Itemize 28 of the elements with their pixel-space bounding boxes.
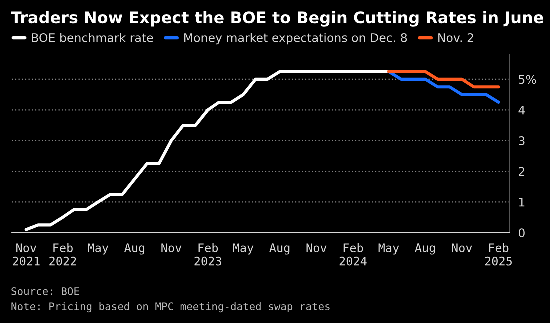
x-tick-label: Nov	[452, 244, 472, 252]
x-tick-label: Aug	[415, 244, 436, 255]
chart-title: Traders Now Expect the BOE to Begin Cutting Rates in June	[11, 11, 544, 27]
x-tick-label: May	[233, 244, 254, 255]
x-tick-label: Feb 2025	[485, 243, 512, 266]
source-note: Source: BOE	[12, 287, 80, 296]
text: Note: Pricing based on MPC meeting-dated swap rates	[12, 302, 330, 313]
line-series	[387, 70, 500, 104]
y-tick-label: 3	[519, 136, 525, 146]
x-tick-label: Nov	[306, 244, 327, 252]
y-tick-label: 4	[518, 106, 526, 115]
x-tick-label: May	[378, 244, 400, 255]
legend-label: BOE benchmark rate	[32, 33, 154, 42]
x-tick-label: Aug	[270, 244, 290, 255]
x-tick-label: Feb 2024	[340, 243, 367, 266]
x-tick-label: May	[88, 244, 109, 255]
y-tick-label: 1	[519, 198, 525, 207]
y-tick-label: 5%	[519, 75, 536, 84]
x-tick-label: Aug	[124, 244, 145, 255]
y-tick-label: 2	[519, 167, 525, 176]
x-tick-label: Feb 2023	[194, 243, 222, 266]
x-tick-label: Nov 2021	[13, 244, 40, 266]
y-tick-label: 0	[518, 228, 525, 238]
x-tick-label: Nov	[162, 244, 182, 252]
x-tick-label: Feb 2022	[50, 243, 76, 266]
legend-label: Money market expectations on Dec. 8	[184, 33, 408, 45]
legend-label: Nov. 2	[438, 33, 474, 42]
line-series	[24, 70, 391, 232]
